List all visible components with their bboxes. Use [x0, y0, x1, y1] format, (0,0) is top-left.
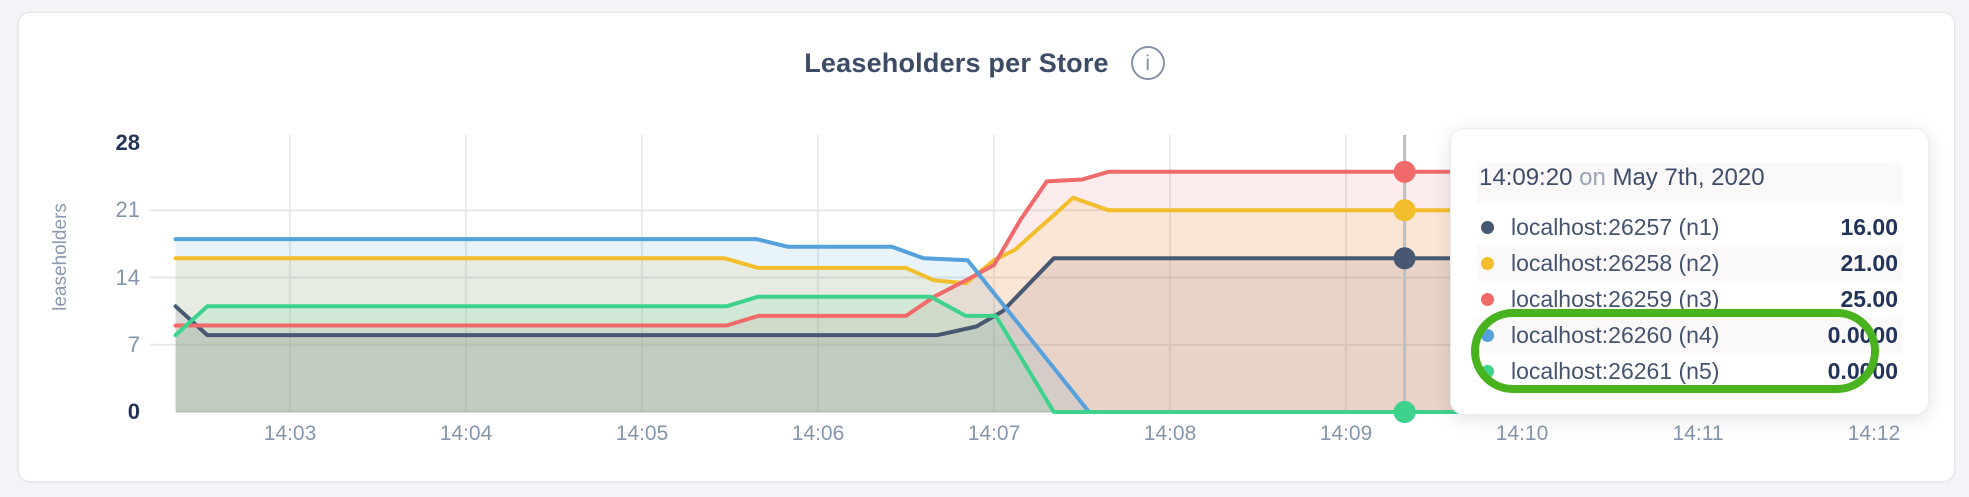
- series-label: localhost:26261 (n5): [1511, 357, 1720, 384]
- series-color-dot: [1481, 364, 1494, 378]
- tooltip-timestamp: 14:09:20 on May 7th, 2020: [1477, 163, 1902, 203]
- series-line: [173, 195, 1903, 286]
- chart-title: Leaseholders per Store: [804, 47, 1109, 78]
- hover-point-dot: [1393, 160, 1416, 183]
- series-line: [173, 256, 1903, 338]
- y-tick-label: 0: [127, 399, 140, 424]
- hover-point-dot: [1393, 199, 1416, 222]
- x-tick-label: 14:07: [967, 422, 1021, 445]
- hover-point-dot: [1393, 401, 1416, 423]
- series-color-dot: [1481, 220, 1494, 234]
- info-icon[interactable]: i: [1130, 46, 1165, 80]
- x-tick-label: 14:08: [1143, 422, 1197, 445]
- x-tick-label: 14:04: [439, 422, 493, 445]
- x-tick-label: 14:10: [1495, 422, 1549, 445]
- tooltip-row: localhost:26257 (n1) 16.00: [1477, 209, 1902, 245]
- tooltip-rows: localhost:26257 (n1) 16.00 localhost:26258…: [1477, 209, 1902, 389]
- x-tick-label: 14:05: [615, 422, 669, 445]
- series-label: localhost:26257 (n1): [1511, 213, 1720, 240]
- series-value: 0.0000: [1827, 321, 1898, 348]
- tooltip-row: localhost:26259 (n3) 25.00: [1477, 281, 1902, 317]
- tooltip-on: on: [1579, 164, 1606, 191]
- series-label: localhost:26260 (n4): [1511, 321, 1720, 348]
- series-color-dot: [1481, 256, 1494, 270]
- series-line: [173, 294, 1903, 414]
- y-tick-label: 28: [115, 130, 140, 155]
- y-tick-label: 7: [127, 331, 140, 357]
- x-tick-label: 14:06: [791, 422, 845, 445]
- series-value: 25.00: [1840, 285, 1898, 312]
- hover-point-dot: [1393, 247, 1416, 270]
- y-tick-label: 21: [115, 197, 140, 223]
- series-line: [173, 237, 1903, 414]
- series-color-dot: [1481, 292, 1494, 306]
- y-tick-label: 14: [115, 264, 140, 290]
- x-tick-label: 14:12: [1847, 422, 1901, 445]
- tooltip-row: localhost:26261 (n5) 0.0000: [1477, 353, 1902, 389]
- series-label: localhost:26258 (n2): [1511, 249, 1720, 276]
- x-tick-label: 14:03: [263, 422, 317, 445]
- x-tick-label: 14:11: [1672, 422, 1724, 445]
- series-value: 0.0000: [1827, 357, 1898, 384]
- series-value: 16.00: [1840, 213, 1898, 240]
- series-color-dot: [1481, 328, 1494, 342]
- tooltip-row: localhost:26258 (n2) 21.00: [1477, 245, 1902, 281]
- hover-tooltip: 14:09:20 on May 7th, 2020 localhost:2625…: [1450, 128, 1929, 415]
- x-tick-label: 14:09: [1319, 422, 1373, 445]
- tooltip-time: 14:09:20: [1479, 164, 1573, 191]
- chart-header: Leaseholders per Store i: [0, 46, 1969, 80]
- series-area: [175, 239, 1901, 412]
- tooltip-row: localhost:26260 (n4) 0.0000: [1477, 317, 1902, 353]
- series-label: localhost:26259 (n3): [1511, 285, 1720, 312]
- series-value: 21.00: [1840, 249, 1898, 276]
- tooltip-date: May 7th, 2020: [1612, 164, 1765, 191]
